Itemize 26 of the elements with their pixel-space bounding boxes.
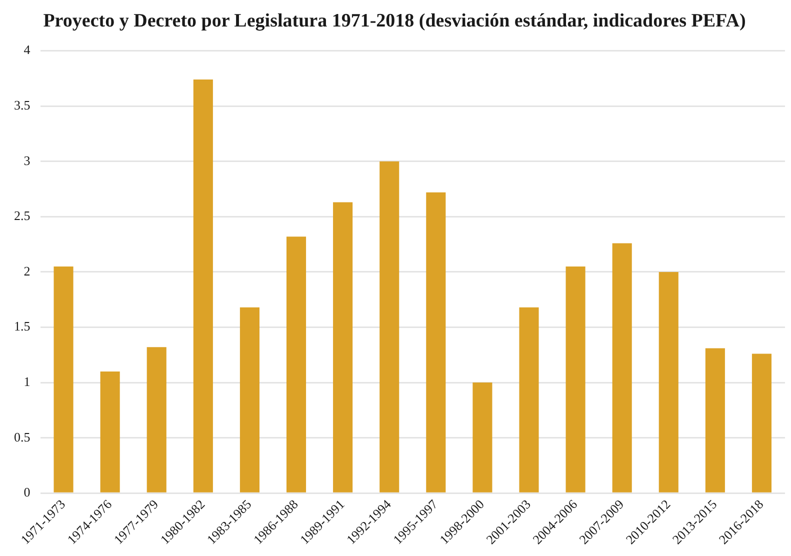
y-tick-label: 2	[24, 263, 30, 278]
bar	[612, 243, 632, 492]
bar	[519, 307, 539, 492]
y-tick-label: 4	[24, 42, 31, 58]
chart-title: Proyecto y Decreto por Legislatura 1971-2018 (desviación estándar, indicadores PEFA)	[43, 10, 746, 32]
y-tick-label: 2.5	[14, 208, 30, 224]
bar	[286, 236, 306, 492]
bar	[752, 354, 772, 492]
bar	[333, 202, 353, 492]
bar	[146, 347, 166, 492]
bar	[705, 348, 725, 492]
bar	[566, 266, 586, 492]
bar	[240, 307, 260, 492]
y-tick-label: 1.5	[14, 318, 30, 334]
bar	[54, 266, 74, 492]
bar	[380, 161, 400, 492]
bar	[426, 192, 446, 492]
y-tick-label: 1	[24, 374, 30, 389]
bar	[658, 272, 678, 492]
y-tick-label: 3	[24, 152, 30, 168]
y-tick-label: 0.5	[14, 429, 30, 444]
bar	[472, 382, 492, 492]
bar	[193, 80, 213, 492]
bar	[100, 371, 120, 492]
y-tick-label: 3.5	[14, 98, 30, 113]
y-tick-label: 0	[24, 484, 30, 500]
